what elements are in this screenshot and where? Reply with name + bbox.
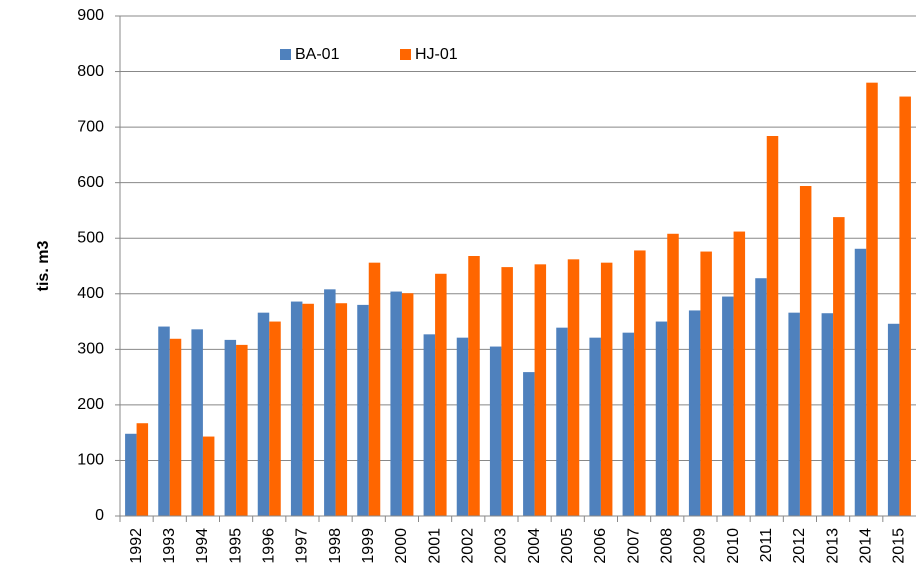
x-tick-label: 2004 [526, 528, 543, 564]
bar [634, 250, 646, 516]
x-tick-label: 1996 [260, 528, 277, 564]
bar [401, 293, 414, 516]
x-tick-label: 2009 [692, 528, 709, 564]
y-tick-label: 0 [95, 507, 104, 524]
y-tick-label: 600 [77, 174, 104, 191]
bar [755, 278, 767, 516]
bar [435, 273, 447, 516]
bar [567, 259, 580, 516]
bar [302, 303, 314, 516]
x-tick-label: 1992 [128, 528, 145, 564]
bar [136, 423, 149, 516]
bar [688, 310, 701, 516]
bar [202, 436, 215, 516]
legend-label: BA-01 [295, 46, 340, 63]
bar [324, 289, 336, 516]
x-tick-label: 2014 [857, 528, 874, 564]
bar [655, 321, 668, 516]
legend-swatch [400, 49, 411, 60]
bar [622, 332, 635, 516]
bar [887, 323, 900, 516]
x-tick-label: 1999 [360, 528, 377, 564]
bar [357, 304, 369, 516]
bar [700, 251, 712, 517]
x-tick-label: 2005 [559, 528, 576, 564]
y-tick-label: 100 [77, 452, 104, 469]
bar [600, 262, 613, 516]
bar [534, 264, 547, 516]
bar [390, 291, 402, 516]
bar [456, 337, 469, 516]
legend-label: HJ-01 [415, 46, 458, 63]
bar [799, 186, 812, 516]
bar [667, 233, 679, 516]
legend-swatch [280, 49, 291, 60]
bar [854, 248, 867, 516]
bar [468, 256, 480, 516]
y-tick-label: 800 [77, 63, 104, 80]
x-tick-label: 1997 [294, 528, 311, 564]
bar [290, 301, 303, 516]
x-tick-label: 2012 [791, 528, 808, 564]
bar [158, 326, 170, 516]
bar [368, 262, 381, 516]
bar [423, 334, 436, 516]
x-tick-label: 1993 [161, 528, 178, 564]
bar [833, 217, 845, 516]
bar [766, 136, 779, 516]
bar [733, 231, 746, 517]
bar [501, 267, 513, 516]
bar [169, 338, 182, 516]
x-tick-label: 1998 [327, 528, 344, 564]
x-tick-label: 2011 [758, 528, 775, 563]
x-tick-label: 2010 [725, 528, 742, 564]
bar [722, 296, 734, 516]
bar [335, 303, 348, 516]
x-tick-label: 2000 [393, 528, 410, 564]
bar [866, 82, 878, 517]
x-tick-label: 1994 [194, 528, 211, 564]
bar [269, 321, 281, 516]
bar [224, 339, 237, 516]
bar [556, 327, 568, 516]
y-tick-label: 400 [77, 285, 104, 302]
bar [589, 337, 601, 516]
bar [257, 312, 270, 516]
y-axis-label: tis. m3 [35, 241, 52, 292]
bar [191, 329, 203, 516]
x-tick-label: 1995 [227, 528, 244, 564]
x-tick-label: 2007 [625, 528, 642, 564]
x-tick-label: 2001 [426, 528, 443, 564]
y-tick-label: 900 [77, 7, 104, 24]
bar [489, 346, 502, 516]
y-tick-label: 700 [77, 118, 104, 135]
x-tick-label: 2002 [459, 528, 476, 564]
x-tick-label: 2003 [493, 528, 510, 564]
bar [788, 312, 800, 516]
y-tick-label: 500 [77, 229, 104, 246]
y-tick-label: 300 [77, 341, 104, 358]
bar [821, 313, 834, 516]
bar [523, 372, 535, 516]
x-tick-label: 2015 [891, 528, 908, 564]
y-tick-label: 200 [77, 396, 104, 413]
x-tick-label: 2006 [592, 528, 609, 564]
bar [236, 344, 248, 516]
bar [899, 96, 911, 517]
bar [125, 433, 137, 516]
x-tick-label: 2013 [824, 528, 841, 564]
x-tick-label: 2008 [658, 528, 675, 564]
